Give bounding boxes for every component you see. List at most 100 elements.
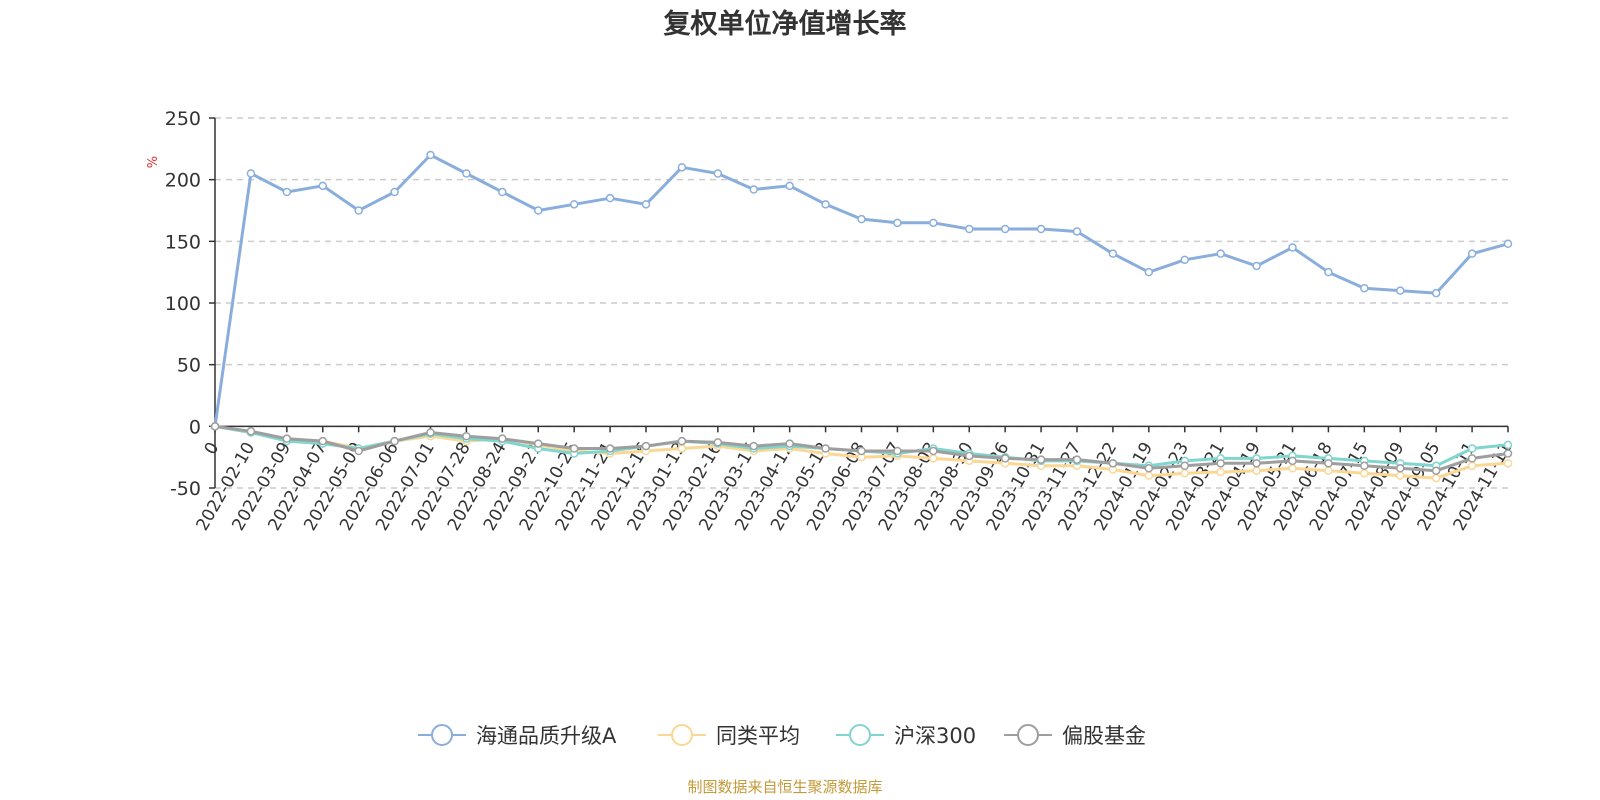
data-point	[893, 446, 902, 456]
data-point	[1252, 459, 1261, 468]
y-tick-label: 200	[165, 170, 201, 192]
data-point	[677, 444, 687, 453]
legend-label: 偏股基金	[1062, 724, 1146, 748]
data-point	[1144, 464, 1154, 473]
data-point	[1144, 471, 1154, 480]
data-point	[1324, 459, 1333, 468]
legend-item[interactable]: 偏股基金	[1004, 724, 1146, 748]
data-point	[929, 454, 938, 463]
data-point	[462, 169, 471, 178]
data-point	[1396, 471, 1405, 480]
x-tick-label: 0	[201, 439, 224, 458]
data-point	[1216, 249, 1225, 258]
y-tick-label: -50	[170, 478, 201, 500]
series-line	[213, 153, 1509, 427]
legend-circle-icon	[849, 724, 871, 746]
data-point	[713, 438, 723, 447]
data-point	[1072, 227, 1082, 236]
y-tick-label: 250	[165, 108, 201, 130]
series-lines	[210, 150, 1513, 483]
data-point	[1360, 461, 1369, 471]
data-point	[1288, 243, 1297, 252]
data-point	[893, 218, 902, 228]
data-point	[1180, 461, 1189, 471]
data-point	[498, 434, 507, 443]
data-point	[1072, 455, 1082, 464]
data-point	[210, 422, 220, 431]
data-point	[749, 185, 758, 194]
data-point	[426, 150, 435, 160]
data-point	[677, 436, 687, 446]
data-point	[641, 200, 651, 209]
data-point	[1503, 239, 1513, 249]
data-point	[390, 187, 399, 197]
y-tick-label: 50	[177, 355, 201, 377]
chart-title: 复权单位净值增长率	[664, 8, 907, 40]
data-point	[1036, 455, 1046, 464]
data-point	[1144, 267, 1154, 277]
data-point	[1252, 261, 1261, 271]
data-point	[1431, 288, 1441, 298]
source-note: 制图数据来自恒生聚源数据库	[687, 778, 882, 796]
data-point	[1000, 224, 1010, 234]
data-point	[605, 193, 615, 203]
data-point	[1396, 464, 1405, 473]
data-point	[677, 163, 687, 172]
data-point	[1396, 286, 1405, 295]
data-point	[1288, 464, 1297, 473]
y-tick-label: 100	[165, 293, 201, 315]
data-point	[354, 446, 363, 456]
data-point	[246, 169, 256, 178]
data-point	[1503, 449, 1513, 458]
data-point	[1288, 456, 1297, 466]
data-point	[462, 431, 471, 441]
data-point	[605, 444, 615, 453]
data-point	[929, 446, 938, 456]
data-point	[1324, 267, 1333, 277]
data-point	[282, 187, 292, 197]
data-point	[1036, 224, 1046, 234]
legend-item[interactable]: 海通品质升级A	[418, 724, 617, 748]
data-point	[569, 444, 579, 453]
legend-label: 同类平均	[716, 724, 800, 748]
data-point	[821, 200, 830, 209]
data-point	[1180, 468, 1189, 478]
data-point	[534, 439, 543, 448]
data-point	[1360, 468, 1369, 478]
data-point	[426, 428, 435, 437]
data-point	[1000, 454, 1010, 463]
data-point	[821, 444, 830, 453]
data-point	[785, 181, 794, 191]
data-point	[1108, 459, 1118, 468]
data-point	[282, 434, 292, 443]
data-point	[569, 200, 579, 209]
data-point	[1467, 461, 1477, 471]
data-point	[713, 169, 723, 178]
data-point	[929, 218, 938, 228]
data-point	[318, 436, 327, 446]
legend-label: 海通品质升级A	[476, 724, 617, 748]
data-point	[1108, 249, 1118, 258]
data-point	[534, 206, 543, 215]
data-point	[1180, 255, 1189, 265]
y-tick-label: 0	[189, 416, 201, 438]
legend-circle-icon	[431, 724, 453, 746]
y-axis-unit: %	[146, 156, 161, 168]
y-tick-label: 150	[165, 231, 201, 253]
legend[interactable]: 海通品质升级A 同类平均 沪深300 偏股基金	[418, 724, 1146, 748]
data-point	[1431, 473, 1441, 483]
data-point	[246, 427, 256, 436]
data-point	[1431, 466, 1441, 475]
data-point	[785, 439, 794, 448]
legend-item[interactable]: 同类平均	[658, 724, 800, 748]
data-point	[1360, 283, 1369, 293]
data-point	[1503, 440, 1513, 450]
data-point	[1467, 444, 1477, 453]
legend-item[interactable]: 沪深300	[836, 724, 976, 748]
data-point	[749, 441, 758, 451]
data-point	[641, 441, 651, 451]
data-point	[1252, 466, 1261, 475]
legend-label: 沪深300	[894, 724, 976, 748]
data-point	[498, 187, 507, 197]
